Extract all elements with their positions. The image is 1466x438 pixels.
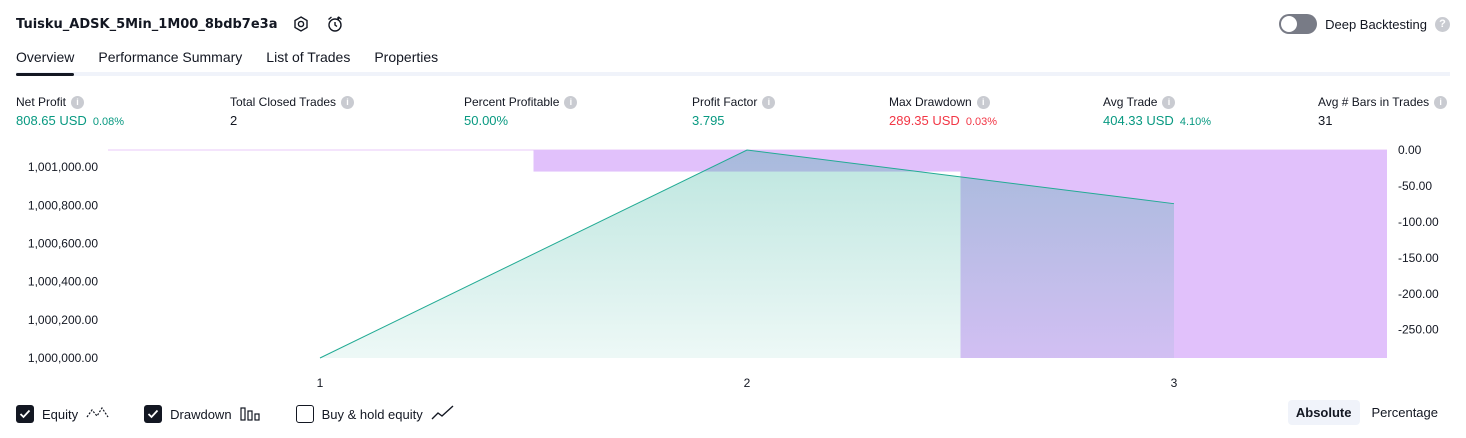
metric-label: Net Profit	[16, 95, 67, 109]
mode-percentage[interactable]: Percentage	[1371, 405, 1439, 420]
info-icon[interactable]: i	[564, 95, 578, 109]
right-axis-tick-label: -250.00	[1398, 323, 1439, 337]
metric-value: 50.00%	[464, 113, 509, 128]
info-icon[interactable]: i	[762, 95, 776, 109]
drawdown-checkbox[interactable]	[144, 405, 163, 423]
right-axis-tick-label: 0.00	[1398, 143, 1422, 157]
metric-percent: 0.08%	[92, 116, 125, 128]
alarm-clock-icon[interactable]	[324, 13, 346, 35]
legend-drawdown[interactable]: Drawdown	[144, 405, 261, 424]
legend-label: Drawdown	[170, 406, 232, 422]
metric-percent: 4.10%	[1179, 116, 1212, 128]
metric-label: Avg Trade	[1103, 95, 1158, 109]
report-tabs: Overview Performance Summary List of Tra…	[16, 46, 438, 76]
value-mode-switch: Absolute Percentage	[1287, 400, 1446, 425]
metric-total-closed-trades: Total Closed Trades i 2	[230, 94, 355, 128]
right-axis-tick-label: -150.00	[1398, 251, 1439, 265]
metric-value: 31	[1318, 113, 1333, 128]
tabs-divider	[16, 72, 1450, 76]
legend-equity[interactable]: Equity	[16, 405, 110, 424]
info-icon[interactable]: i	[1434, 95, 1448, 109]
left-axis-tick-label: 1,000,800.00	[28, 198, 98, 212]
metric-profit-factor: Profit Factor i 3.795	[692, 94, 776, 128]
metric-percent: 0.03%	[965, 116, 998, 128]
left-axis-tick-label: 1,000,000.00	[28, 351, 98, 365]
left-axis-tick-label: 1,000,200.00	[28, 313, 98, 327]
bar-chart-icon	[239, 405, 262, 424]
legend-label: Equity	[42, 406, 79, 422]
x-axis-tick-label: 2	[744, 376, 751, 390]
gear-icon[interactable]	[290, 13, 312, 35]
info-icon[interactable]: i	[976, 95, 990, 109]
tab-list-of-trades[interactable]: List of Trades	[266, 49, 351, 65]
report-header: Tuisku_ADSK_5Min_1M00_8bdb7e3a	[16, 12, 346, 36]
metric-max-drawdown: Max Drawdown i 289.35 USD 0.03%	[889, 94, 997, 128]
deep-backtesting-toggle[interactable]	[1279, 14, 1318, 34]
metric-value: 808.65 USD	[16, 113, 87, 128]
left-axis-tick-label: 1,001,000.00	[28, 160, 98, 174]
metric-label: Total Closed Trades	[230, 95, 337, 109]
info-icon[interactable]: i	[341, 95, 355, 109]
metric-avg-bars: Avg # Bars in Trades i 31	[1318, 94, 1448, 128]
strategy-name: Tuisku_ADSK_5Min_1M00_8bdb7e3a	[16, 16, 278, 32]
metric-value: 2	[230, 113, 238, 128]
info-icon[interactable]: i	[71, 95, 85, 109]
chart-legend: Equity Drawdown Buy & hold equity	[16, 403, 489, 425]
question-icon[interactable]: ?	[1435, 16, 1450, 32]
left-axis-tick-label: 1,000,600.00	[28, 237, 98, 251]
buy-hold-checkbox[interactable]	[295, 405, 314, 423]
tab-performance-summary[interactable]: Performance Summary	[98, 49, 243, 65]
equity-line-icon	[86, 405, 110, 424]
metric-label: Max Drawdown	[889, 95, 972, 109]
right-axis-tick-label: -50.00	[1398, 179, 1432, 193]
right-axis-tick-label: -100.00	[1398, 215, 1439, 229]
tab-properties[interactable]: Properties	[374, 49, 439, 65]
deep-backtesting-label: Deep Backtesting	[1325, 16, 1427, 32]
metric-label: Profit Factor	[692, 95, 758, 109]
x-axis-tick-label: 3	[1171, 376, 1178, 390]
metric-label: Percent Profitable	[464, 95, 560, 109]
legend-label: Buy & hold equity	[321, 406, 423, 422]
line-chart-icon	[431, 404, 455, 424]
info-icon[interactable]: i	[1162, 95, 1176, 109]
metric-avg-trade: Avg Trade i 404.33 USD 4.10%	[1103, 94, 1211, 128]
metric-value: 404.33 USD	[1103, 113, 1174, 128]
metric-percent-profitable: Percent Profitable i 50.00%	[464, 94, 578, 128]
equity-drawdown-chart: 1,000,000.00 1,000,200.00 1,000,400.00 1,00…	[28, 143, 1439, 390]
equity-area	[320, 150, 1174, 358]
metric-net-profit: Net Profit i 808.65 USD 0.08%	[16, 94, 124, 128]
metric-value: 3.795	[692, 113, 725, 128]
deep-backtesting: Deep Backtesting ?	[1279, 12, 1450, 36]
metric-label: Avg # Bars in Trades	[1318, 95, 1430, 109]
metric-value: 289.35 USD	[889, 113, 960, 128]
x-axis-tick-label: 1	[317, 376, 324, 390]
legend-buy-hold[interactable]: Buy & hold equity	[295, 404, 455, 424]
tab-overview[interactable]: Overview	[16, 46, 75, 76]
left-axis-tick-label: 1,000,400.00	[28, 275, 98, 289]
mode-absolute[interactable]: Absolute	[1287, 400, 1360, 425]
equity-line	[319, 149, 1175, 359]
equity-checkbox[interactable]	[16, 405, 34, 423]
right-axis-tick-label: -200.00	[1398, 287, 1439, 301]
